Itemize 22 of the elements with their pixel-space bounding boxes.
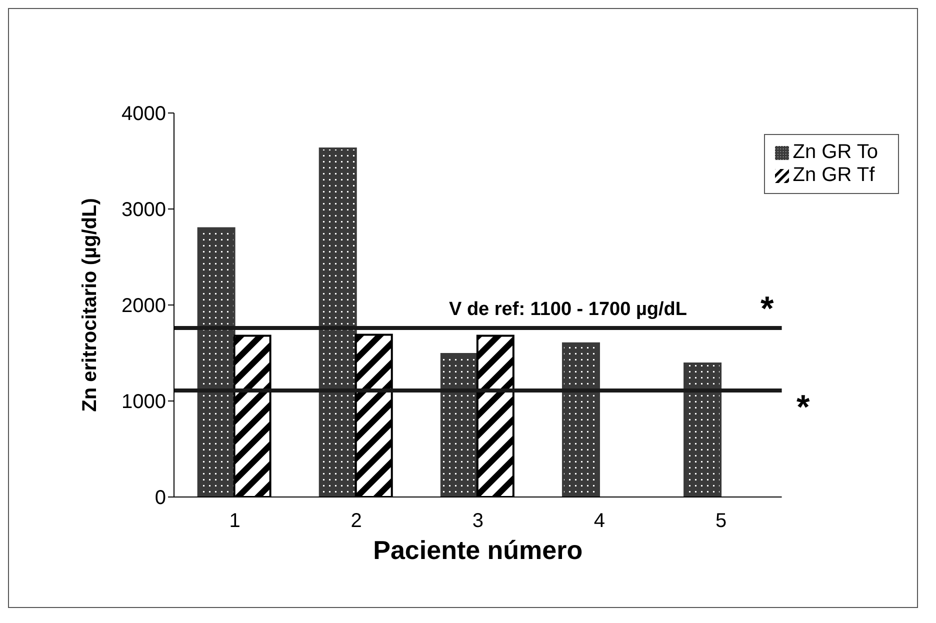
x-tick-label: 1 bbox=[229, 510, 240, 532]
x-tick-label: 4 bbox=[594, 510, 606, 532]
x-tick-label: 3 bbox=[472, 510, 484, 532]
x-tick-label: 5 bbox=[715, 510, 727, 532]
legend-label: Zn GR Tf bbox=[792, 164, 875, 186]
legend-label: Zn GR To bbox=[792, 141, 878, 163]
bar bbox=[318, 148, 357, 497]
ref-line-label: * bbox=[760, 290, 775, 328]
ref-line-label: * bbox=[796, 388, 811, 426]
y-tick-label: 2000 bbox=[122, 295, 166, 318]
bar bbox=[562, 342, 600, 497]
y-tick-label: 3000 bbox=[122, 199, 166, 222]
x-tick-label: 2 bbox=[350, 510, 362, 532]
y-tick-label: 4000 bbox=[122, 103, 166, 126]
y-tick-label: 0 bbox=[154, 487, 166, 510]
bar bbox=[197, 227, 236, 497]
y-tick-label: 1000 bbox=[122, 391, 166, 414]
bar bbox=[684, 362, 722, 497]
bar bbox=[440, 352, 478, 497]
annotation: V de ref: 1100 - 1700 µg/dL bbox=[449, 299, 688, 320]
x-axis-title: Paciente número bbox=[373, 535, 583, 565]
y-axis-title: Zn eritrocitario (µg/dL) bbox=[79, 198, 102, 412]
